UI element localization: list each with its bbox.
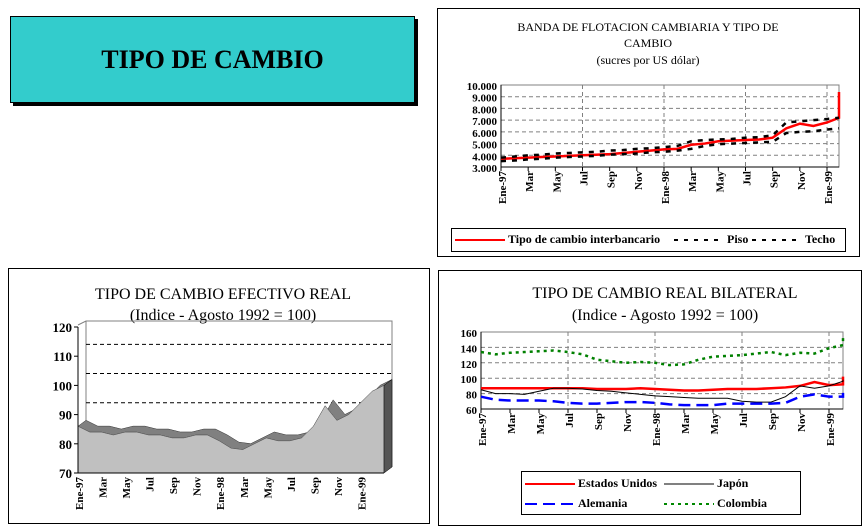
legend-item-japon: Japón (664, 476, 749, 490)
page-title-box: TIPO DE CAMBIO (10, 16, 415, 103)
x-tick-label: Sep (769, 171, 781, 188)
area-series (77, 384, 385, 474)
y-tick-label: 3.000 (472, 163, 497, 175)
legend-item-interbancario: Tipo de cambio interbancario (455, 232, 661, 246)
x-tick-label: Nov (622, 413, 634, 432)
chart-svg: TIPO DE CAMBIO REAL BILATERAL (Indice - … (461, 285, 845, 447)
y-tick-label: 8.000 (472, 104, 497, 116)
chart-real-bilateral: TIPO DE CAMBIO REAL BILATERAL (Indice - … (438, 270, 862, 526)
x-tick-label: Nov (633, 171, 645, 190)
y-tick-label: 60 (466, 405, 478, 417)
x-tick-label: Mar (239, 477, 251, 498)
chart-title: BANDA DE FLOTACION CAMBIARIA Y TIPO DE (517, 20, 778, 34)
plot-area (480, 331, 844, 410)
chart-subtitle: (sucres por US dólar) (597, 53, 700, 67)
x-tick-label: Nov (796, 171, 808, 190)
x-tick-label: Jul (564, 413, 576, 428)
x-tick-label: Jul (579, 171, 591, 186)
x-tick-label: May (262, 477, 274, 499)
chart-efectivo-real: TIPO DE CAMBIO EFECTIVO REAL (Indice - A… (8, 268, 430, 524)
x-tick-label: May (714, 171, 726, 193)
y-tick-label: 4.000 (472, 151, 497, 163)
chart-subtitle: (Indice - Agosto 1992 = 100) (572, 307, 758, 324)
legend-item-colombia: Colombia (664, 496, 768, 510)
chart-banda-flotacion: BANDA DE FLOTACION CAMBIARIA Y TIPO DE C… (437, 8, 860, 257)
plot-area (500, 84, 840, 168)
legend-item-techo: Techo (752, 232, 836, 246)
x-tick-label: Jul (742, 171, 754, 186)
y-tick-label: 160 (461, 328, 478, 340)
x-tick-label: May (551, 171, 563, 193)
x-tick-label: Ene-98 (660, 171, 672, 205)
legend-item-alemania: Alemania (525, 496, 628, 510)
x-tick-label: Mar (687, 171, 699, 192)
page-title: TIPO DE CAMBIO (101, 44, 324, 74)
x-tick-label: Mar (98, 477, 110, 498)
x-tick-label: Jul (738, 413, 750, 428)
chart-svg: TIPO DE CAMBIO EFECTIVO REAL (Indice - A… (53, 286, 393, 511)
x-tick-label: Sep (606, 171, 618, 188)
x-tick-label: Mar (680, 413, 692, 434)
y-tick-label: 6.000 (472, 128, 497, 140)
series-line-jap-n (480, 379, 844, 403)
series-line-piso (500, 127, 840, 163)
x-tick-label: Nov (796, 413, 808, 432)
x-tick-label: Ene-97 (497, 171, 509, 205)
chart-svg: BANDA DE FLOTACION CAMBIARIA Y TIPO DE C… (467, 20, 841, 205)
series-line-estados-unidos (481, 376, 845, 392)
y-tick-label: 110 (53, 349, 72, 364)
y-tick-label: 120 (461, 359, 478, 371)
legend-item-estados-unidos: Estados Unidos (525, 476, 658, 490)
chart-subtitle: (Indice - Agosto 1992 = 100) (130, 307, 316, 324)
chart-title: TIPO DE CAMBIO EFECTIVO REAL (95, 286, 351, 303)
chart-legend: Estados Unidos Japón Alemania Colombia (521, 471, 801, 515)
x-tick-label: Ene-97 (74, 477, 86, 511)
y-tick-label: 90 (59, 408, 72, 423)
y-tick-label: 10.000 (467, 81, 498, 93)
y-tick-label: 5.000 (472, 140, 497, 152)
y-tick-label: 120 (53, 320, 73, 335)
y-tick-label: 80 (466, 390, 478, 402)
x-tick-label: Sep (767, 413, 779, 430)
chart-title: TIPO DE CAMBIO REAL BILATERAL (532, 285, 797, 302)
x-tick-label: Ene-97 (477, 413, 489, 447)
x-tick-label: Sep (309, 477, 321, 494)
y-tick-label: 140 (461, 343, 478, 355)
x-tick-label: May (535, 413, 547, 435)
chart-title-line2: CAMBIO (624, 36, 672, 50)
x-tick-label: Nov (192, 477, 204, 496)
y-tick-label: 9.000 (472, 93, 497, 105)
chart-legend: Tipo de cambio interbancario Piso Techo (451, 228, 846, 252)
x-tick-label: Jul (286, 477, 298, 492)
series-line-techo (500, 116, 840, 159)
x-tick-label: Mar (524, 171, 536, 192)
legend-item-piso: Piso (674, 232, 749, 246)
x-tick-label: Ene-99 (356, 477, 368, 511)
x-tick-label: Nov (333, 477, 345, 496)
x-tick-label: Ene-99 (823, 171, 835, 205)
y-tick-label: 100 (53, 378, 73, 393)
x-tick-label: May (709, 413, 721, 435)
x-tick-label: Mar (506, 413, 518, 434)
x-tick-label: Ene-98 (215, 477, 227, 511)
x-tick-label: Sep (168, 477, 180, 494)
x-tick-label: Jul (145, 477, 157, 492)
y-tick-label: 80 (59, 437, 72, 452)
y-tick-label: 7.000 (472, 116, 497, 128)
y-tick-label: 100 (461, 374, 478, 386)
x-tick-label: Ene-99 (825, 413, 837, 447)
x-tick-label: Ene-98 (651, 413, 663, 447)
x-tick-label: May (121, 477, 133, 499)
x-tick-label: Sep (593, 413, 605, 430)
area-side-face (383, 378, 393, 474)
series-line-colombia (480, 335, 845, 367)
series-line-alemania (480, 392, 845, 407)
y-tick-label: 70 (59, 466, 72, 481)
